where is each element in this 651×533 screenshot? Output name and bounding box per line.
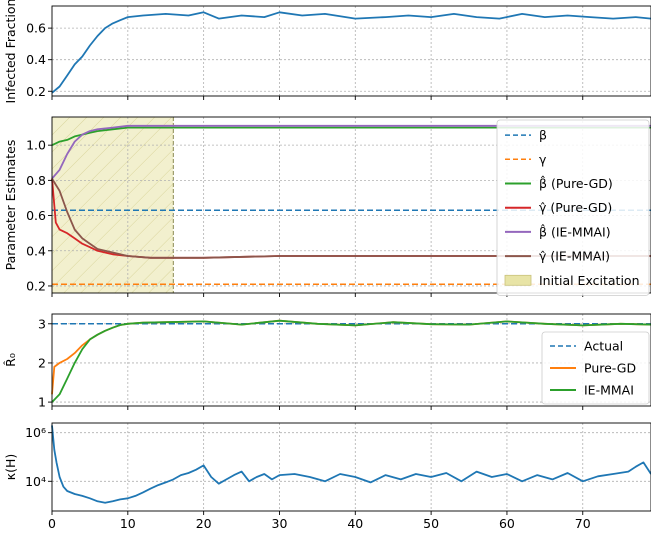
y-tick-label: 10⁶ bbox=[25, 425, 46, 440]
r0-estimate-panel: 1 2 3 R̂₀ Actual Pure-GD IE-MMAI bbox=[3, 313, 651, 410]
y-tick-label: 0.4 bbox=[26, 243, 46, 258]
y-axis-label: Parameter Estimates bbox=[3, 140, 18, 271]
legend-entry-label: Initial Excitation bbox=[539, 273, 640, 288]
y-tick-label: 1.0 bbox=[26, 138, 46, 153]
y-tick-label: 0.8 bbox=[26, 173, 46, 188]
legend-entry-label: Pure-GD bbox=[584, 361, 636, 376]
y-tick-label: 0.6 bbox=[26, 208, 46, 223]
y-tick-label: 2 bbox=[38, 355, 46, 370]
legend-entry-label: β bbox=[539, 128, 547, 143]
series-line-main-0 bbox=[51, 425, 651, 504]
legend-entry-label: β̂ (Pure-GD) bbox=[539, 175, 613, 191]
infected-fraction-panel: 0.2 0.4 0.6 Infected Fraction bbox=[3, 0, 651, 103]
legend-entry-label: γ bbox=[539, 152, 547, 167]
axes-frame bbox=[51, 116, 651, 294]
x-tick-label: 60 bbox=[499, 516, 515, 531]
series-line--ie-mmai--4 bbox=[51, 124, 651, 180]
y-axis-label: Infected Fraction bbox=[3, 0, 18, 103]
y-tick-label: 0.4 bbox=[26, 52, 46, 67]
legend-entry-label: IE-MMAI bbox=[584, 383, 634, 398]
axes-frame bbox=[51, 313, 651, 407]
legend-box bbox=[541, 331, 650, 405]
legend-box bbox=[496, 119, 650, 296]
condition-number-panel: 10⁴ 10⁶ 0 10 20 30 40 50 60 70 κ(H) bbox=[3, 422, 651, 531]
legend-entry-label: Actual bbox=[584, 339, 623, 354]
x-tick-label: 40 bbox=[347, 516, 363, 531]
y-axis-label: R̂₀ bbox=[3, 353, 18, 367]
x-tick-label: 70 bbox=[575, 516, 591, 531]
y-tick-label: 10⁴ bbox=[25, 474, 46, 489]
x-tick-label: 10 bbox=[120, 516, 136, 531]
series-line--pure-gd--2 bbox=[51, 126, 651, 147]
axes-frame bbox=[51, 5, 651, 97]
y-tick-label: 0.2 bbox=[26, 84, 46, 99]
initial-excitation-hatch bbox=[52, 117, 174, 293]
axes-frame bbox=[51, 422, 651, 512]
legend-entry-label: γ̂ (Pure-GD) bbox=[539, 200, 612, 215]
parameter-estimates-panel: 0.2 0.4 0.6 0.8 1.0 Parameter Estimates βγ β̂ (… bbox=[3, 116, 651, 297]
y-tick-label: 3 bbox=[38, 316, 46, 331]
series-line-ie-mmai-2 bbox=[51, 319, 651, 403]
legend-entry-label: γ̂ (IE-MMAI) bbox=[539, 249, 610, 264]
x-tick-label: 50 bbox=[423, 516, 439, 531]
y-tick-label: 1 bbox=[38, 395, 46, 410]
series-line--ie-mmai--5 bbox=[51, 178, 651, 259]
x-tick-label: 20 bbox=[196, 516, 212, 531]
legend-entry-label: β̂ (IE-MMAI) bbox=[539, 223, 611, 239]
series-line-main-0 bbox=[51, 11, 651, 94]
x-tick-label: 0 bbox=[48, 516, 56, 531]
y-tick-label: 0.6 bbox=[26, 21, 46, 36]
y-axis-label: κ(H) bbox=[3, 454, 18, 481]
y-tick-label: 0.2 bbox=[26, 278, 46, 293]
legend-swatch-patch bbox=[504, 274, 532, 286]
x-tick-label: 30 bbox=[272, 516, 288, 531]
